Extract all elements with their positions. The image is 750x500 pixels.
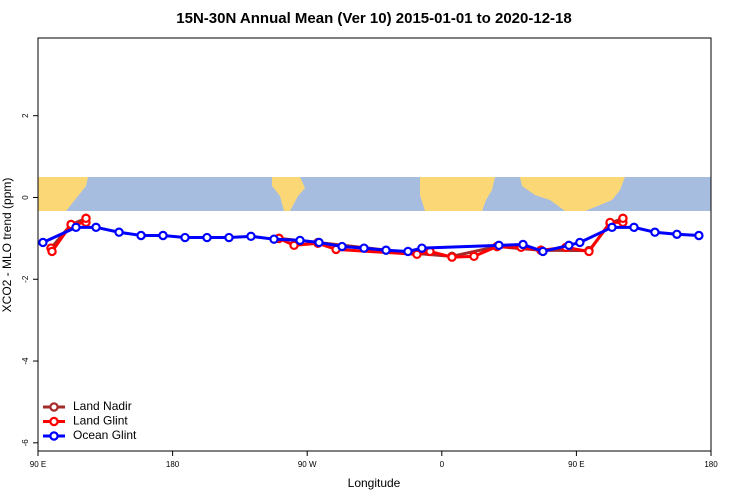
point: [269, 234, 279, 244]
point: [71, 222, 81, 233]
plot-frame: [37, 37, 712, 452]
point: [417, 243, 427, 253]
point: [224, 232, 234, 243]
legend-marker: [49, 416, 59, 427]
point: [672, 229, 682, 239]
legend-label: Ocean Glint: [73, 428, 137, 442]
point: [47, 246, 57, 257]
land: [272, 177, 305, 211]
point: [518, 239, 528, 250]
point: [136, 230, 146, 241]
point: [447, 252, 457, 262]
point: [607, 222, 617, 233]
point: [289, 240, 299, 251]
point: [158, 230, 168, 241]
point: [494, 240, 504, 251]
point: [314, 237, 324, 248]
x-axis-label: Longitude: [348, 476, 401, 490]
point: [114, 227, 124, 237]
y-tick-label: 2: [21, 113, 30, 118]
legend-marker: [49, 431, 59, 441]
series-line: [42, 225, 699, 254]
point: [469, 251, 479, 262]
x-tick-label: 0: [440, 460, 445, 469]
point: [694, 230, 704, 241]
x-tick-label: 90 E: [30, 460, 46, 469]
y-tick-label: -6: [21, 439, 30, 447]
y-tick-label: -4: [21, 357, 30, 365]
y-axis-label: XCO2 - MLO trend (ppm): [0, 178, 14, 313]
land: [520, 177, 625, 211]
legend-label: Land Nadir: [73, 399, 132, 413]
point: [629, 222, 639, 233]
x-tick-label: 180: [166, 460, 180, 469]
x-tick-label: 90 W: [298, 460, 317, 469]
y-tick-label: -2: [21, 275, 30, 283]
point: [538, 246, 548, 257]
point: [650, 227, 660, 237]
point: [564, 240, 574, 251]
point: [584, 246, 594, 257]
x-tick-label: 90 E: [568, 460, 584, 469]
chart-title: 15N-30N Annual Mean (Ver 10) 2015-01-01 …: [176, 10, 571, 27]
point: [337, 241, 347, 252]
point: [202, 232, 212, 243]
point: [81, 213, 91, 224]
point: [403, 246, 413, 257]
point: [618, 213, 628, 224]
legend-label: Land Glint: [73, 414, 128, 428]
point: [246, 231, 256, 242]
point: [38, 237, 48, 248]
point: [180, 232, 190, 243]
point: [295, 235, 305, 246]
legend-marker: [49, 402, 59, 412]
land: [420, 177, 495, 211]
point: [359, 243, 369, 253]
point: [381, 245, 391, 255]
point: [575, 237, 585, 248]
x-tick-label: 180: [704, 460, 718, 469]
point: [91, 222, 101, 233]
land: [38, 177, 88, 211]
map-band: [38, 177, 711, 211]
y-tick-label: 0: [21, 195, 30, 200]
